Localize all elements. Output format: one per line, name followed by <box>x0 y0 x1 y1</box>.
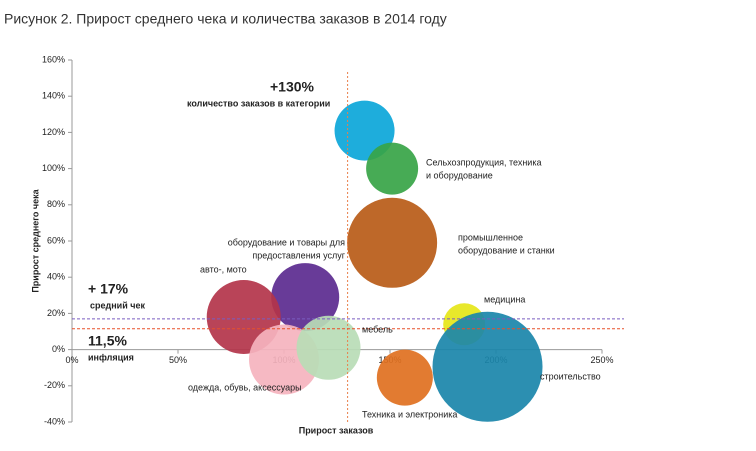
bubble-label: Сельхозпродукция, техника <box>426 157 541 167</box>
bubble <box>432 311 543 422</box>
bubble-label: и оборудование <box>426 170 493 180</box>
x-axis-title: Прирост заказов <box>299 425 374 435</box>
reference-label: средний чек <box>90 300 145 310</box>
y-tick-label: 40% <box>47 272 65 282</box>
bubble <box>366 142 419 195</box>
bubble-label: мебель <box>362 324 393 334</box>
y-tick-label: 100% <box>42 163 65 173</box>
bubble-label: предоставления услуг <box>252 250 345 260</box>
x-tick-label: 50% <box>169 355 187 365</box>
x-tick-label: 250% <box>590 355 613 365</box>
y-axis-title: Прирост среднего чека <box>30 188 40 292</box>
y-tick-label: 60% <box>47 235 65 245</box>
bubble-label: оборудование и станки <box>458 245 555 255</box>
y-tick-label: 120% <box>42 127 65 137</box>
y-tick-label: 20% <box>47 308 65 318</box>
y-tick-label: 0% <box>52 344 65 354</box>
reference-value: +130% <box>270 79 315 95</box>
bubble <box>296 315 361 380</box>
bubble-label: строительство <box>540 371 601 381</box>
bubble-label: одежда, обувь, аксессуары <box>188 382 302 392</box>
y-tick-label: -20% <box>44 380 65 390</box>
reference-label: количество заказов в категории <box>187 98 330 108</box>
reference-label: инфляция <box>88 352 134 362</box>
reference-value: + 17% <box>88 281 129 297</box>
bubble <box>376 349 433 406</box>
bubble <box>271 263 340 332</box>
bubble <box>334 100 395 161</box>
y-tick-label: 160% <box>42 54 65 64</box>
bubble-label: промышленное <box>458 232 523 242</box>
y-tick-label: 80% <box>47 199 65 209</box>
bubble-label: медицина <box>484 294 525 304</box>
y-tick-label: -40% <box>44 416 65 426</box>
chart-title: Рисунок 2. Прирост среднего чека и колич… <box>4 11 447 27</box>
bubble-label: авто-, мото <box>200 264 247 274</box>
bubble <box>347 197 438 288</box>
reference-value: 11,5% <box>88 333 127 349</box>
bubble-label: Техника и электроника <box>362 409 457 419</box>
bubble-label: оборудование и товары для <box>228 237 345 247</box>
x-tick-label: 0% <box>65 355 78 365</box>
y-tick-label: 140% <box>42 91 65 101</box>
